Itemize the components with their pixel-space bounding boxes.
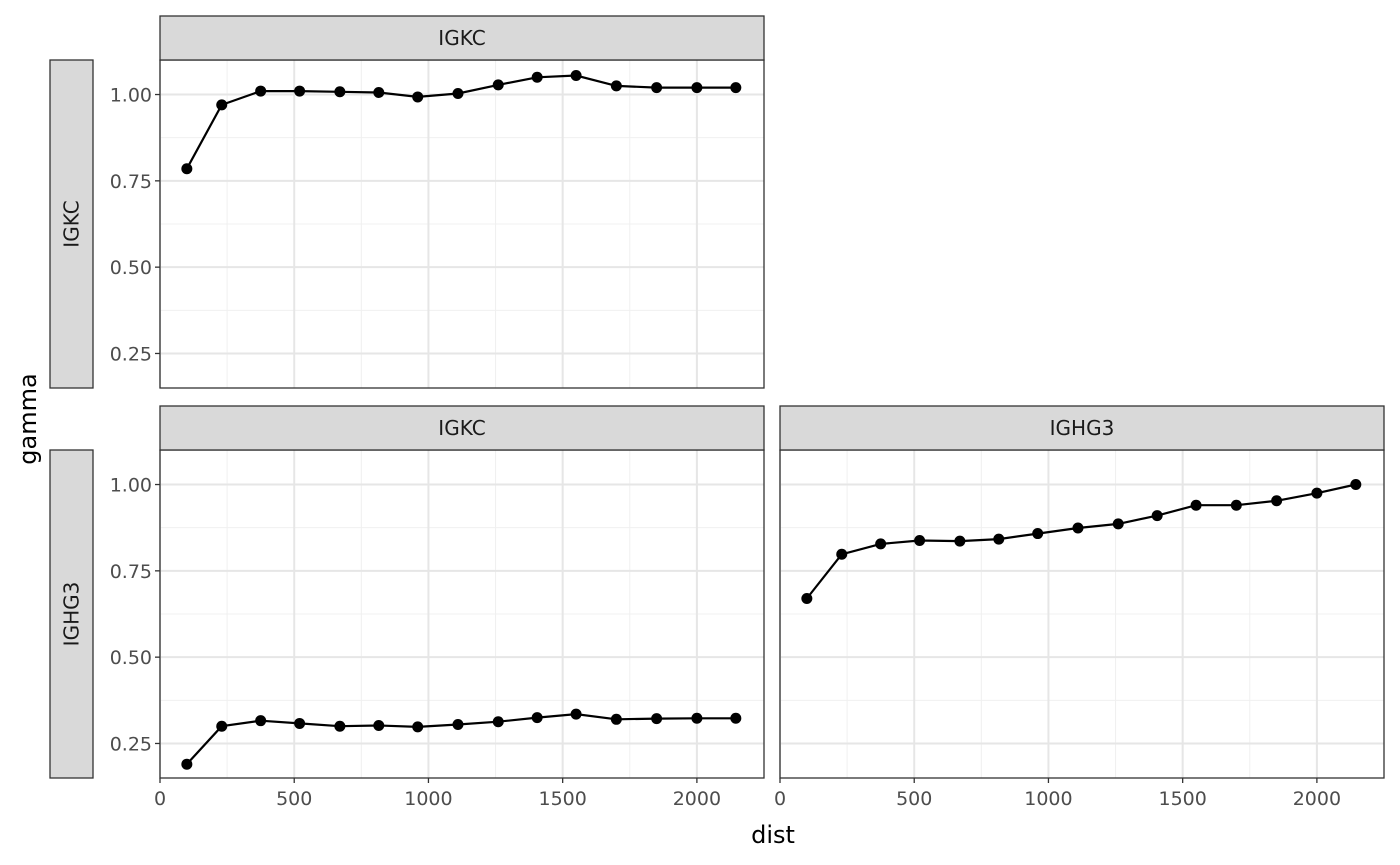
data-point [452,718,464,730]
y-tick-label: 0.75 [110,171,152,193]
x-tick-label: 0 [774,788,786,810]
data-point [836,548,848,560]
data-point [1230,499,1242,511]
data-point [1072,522,1084,534]
x-tick-label: 1500 [1158,788,1206,810]
data-point [570,708,582,720]
data-point [730,82,742,94]
strip-side-label: IGKC [60,200,84,247]
data-point [1151,510,1163,522]
data-point [1112,518,1124,530]
data-point [255,715,267,727]
data-point [651,713,663,725]
data-point [294,85,306,97]
y-tick-label: 0.75 [110,561,152,583]
data-point [691,82,703,94]
data-point [610,80,622,92]
x-tick-label: 500 [276,788,312,810]
strip-side-label: IGHG3 [60,582,84,647]
y-tick-label: 1.00 [110,475,152,497]
data-point [373,86,385,98]
data-point [216,720,228,732]
data-point [1311,487,1323,499]
data-point [1190,499,1202,511]
data-point [412,721,424,733]
x-tick-label: 0 [154,788,166,810]
strip-top [159,405,765,451]
data-point [373,720,385,732]
x-tick-label: 1500 [538,788,586,810]
panels-layer: IGKC IGKC 0.25 0.50 0.75 1.00 IGKC IGHG3 0.25 0.5… [49,15,1385,810]
y-tick-label: 0.50 [110,257,152,279]
data-point [492,716,504,728]
data-point [216,99,228,111]
strip-top-label: IGKC [438,416,485,440]
data-point [570,70,582,82]
x-tick-label: 1000 [404,788,452,810]
data-point [452,87,464,99]
panel-ighg3-ighg3: IGHG3 0 500 1000 1500 2000 [774,405,1385,810]
strip-side [49,59,94,389]
data-point [691,712,703,724]
data-point [610,713,622,725]
data-point [531,712,543,724]
data-point [801,592,813,604]
strip-top [159,15,765,61]
y-tick-label: 1.00 [110,85,152,107]
data-point [531,71,543,83]
strip-top [779,405,1385,451]
data-point [954,535,966,547]
data-point [334,86,346,98]
data-point [914,534,926,546]
data-point [1350,479,1362,491]
data-point [993,533,1005,545]
data-point [255,85,267,97]
strip-top-label: IGKC [438,26,485,50]
x-tick-label: 500 [896,788,932,810]
data-point [334,720,346,732]
y-tick-label: 0.25 [110,733,152,755]
y-axis-title: gamma [14,373,42,464]
data-point [412,91,424,103]
x-tick-label: 2000 [1293,788,1341,810]
strip-top-label: IGHG3 [1050,416,1115,440]
data-point [181,758,193,770]
x-tick-label: 2000 [673,788,721,810]
y-tick-label: 0.25 [110,343,152,365]
data-point [730,712,742,724]
data-point [492,79,504,91]
data-point [651,82,663,94]
data-point [181,163,193,175]
y-tick-label: 0.50 [110,647,152,669]
x-tick-label: 1000 [1024,788,1072,810]
data-point [875,538,887,550]
panel-igkc-igkc: IGKC IGKC 0.25 0.50 0.75 1.00 [49,15,765,389]
strip-side [49,449,94,779]
data-point [294,717,306,729]
panel-igkc-ighg3: IGKC IGHG3 0.25 0.50 0.75 1.00 0 500 1000 1500 200… [49,405,765,810]
data-point [1271,495,1283,507]
x-axis-title: dist [751,821,795,849]
data-point [1032,528,1044,540]
